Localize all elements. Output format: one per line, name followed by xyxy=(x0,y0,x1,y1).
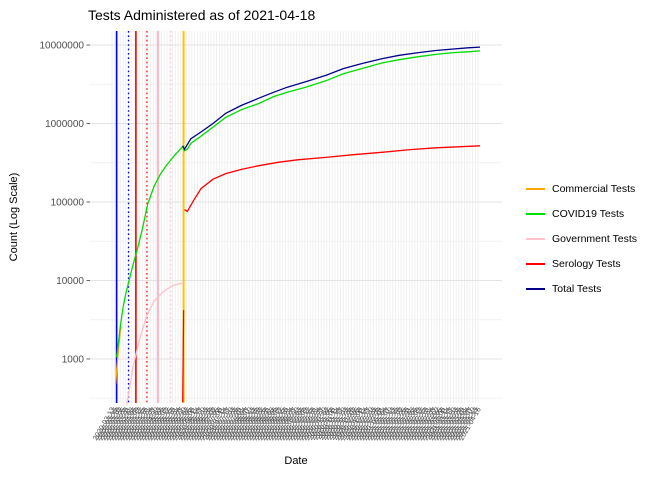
y-axis-title: Count (Log Scale) xyxy=(8,172,20,262)
legend-item-total-tests: Total Tests xyxy=(526,276,637,301)
legend-key-line-total xyxy=(526,287,545,290)
y-tick-label: 100000 xyxy=(51,198,85,209)
legend-item-commercial-tests: Commercial Tests xyxy=(526,176,637,201)
legend-item-serology-tests: Serology Tests xyxy=(526,251,637,276)
y-tick-label: 1000 xyxy=(62,355,85,366)
legend-item-government-tests: Government Tests xyxy=(526,226,637,251)
legend-item-label: Government Tests xyxy=(552,232,638,245)
y-tick-label: 10000000 xyxy=(40,41,85,52)
y-tick-label: 1000000 xyxy=(45,119,84,130)
series-line-serology-tests xyxy=(184,145,481,213)
legend: Commercial Tests COVID19 Tests Governmen… xyxy=(526,176,637,301)
series-line-serology-tests xyxy=(182,310,185,403)
legend-item-label: Serology Tests xyxy=(552,257,621,270)
chart-title: Tests Administered as of 2021-04-18 xyxy=(88,7,316,23)
x-axis-title: Date xyxy=(284,455,308,467)
series-line-government-tests xyxy=(126,281,184,406)
legend-key-line-serology xyxy=(526,262,545,265)
legend-key-line-government xyxy=(526,237,545,240)
legend-item-label: Commercial Tests xyxy=(552,182,636,195)
y-tick-label: 10000 xyxy=(56,276,84,287)
legend-item-covid19-tests: COVID19 Tests xyxy=(526,201,637,226)
legend-key-line-covid19 xyxy=(526,212,545,215)
legend-item-label: Total Tests xyxy=(552,282,602,295)
legend-key-line-commercial xyxy=(526,187,545,190)
legend-item-label: COVID19 Tests xyxy=(552,207,625,220)
series-line-covid19-tests xyxy=(115,50,481,358)
series-line-total-tests xyxy=(182,46,481,151)
